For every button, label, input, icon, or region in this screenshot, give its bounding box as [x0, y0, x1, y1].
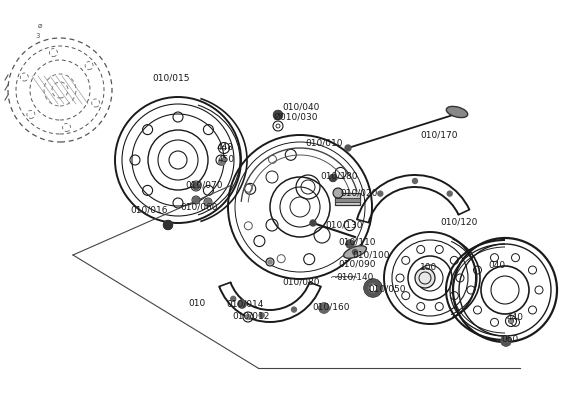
Circle shape	[509, 320, 512, 322]
Circle shape	[375, 280, 379, 284]
Circle shape	[291, 307, 297, 312]
Circle shape	[364, 286, 368, 290]
Circle shape	[259, 313, 264, 318]
Circle shape	[164, 220, 173, 230]
Text: 010/090: 010/090	[338, 260, 375, 268]
Text: 010/110: 010/110	[338, 238, 375, 246]
Circle shape	[268, 260, 272, 264]
Bar	[335, 198, 360, 202]
Text: 010/015: 010/015	[152, 74, 190, 82]
Circle shape	[501, 336, 511, 346]
Text: 040: 040	[488, 260, 505, 270]
Text: 010/010: 010/010	[305, 138, 342, 148]
Text: 010/060: 010/060	[180, 202, 217, 212]
Text: 010/070: 010/070	[185, 180, 222, 190]
Circle shape	[413, 178, 418, 184]
Text: 010/100: 010/100	[352, 250, 389, 260]
Text: 450: 450	[218, 156, 235, 164]
Circle shape	[193, 197, 199, 203]
Circle shape	[375, 292, 379, 296]
Text: 010/160: 010/160	[312, 302, 349, 312]
Text: 010/140: 010/140	[336, 272, 374, 282]
Ellipse shape	[344, 246, 366, 258]
Text: Ø010/030: Ø010/030	[274, 112, 319, 122]
Circle shape	[365, 282, 369, 286]
Circle shape	[310, 220, 316, 226]
Text: 010/120: 010/120	[440, 218, 477, 226]
Ellipse shape	[447, 106, 468, 118]
Circle shape	[447, 191, 452, 196]
Text: 010/080: 010/080	[282, 278, 319, 286]
Circle shape	[378, 191, 383, 196]
Text: 010/180: 010/180	[320, 172, 358, 180]
Circle shape	[377, 290, 381, 294]
Circle shape	[367, 292, 371, 296]
Circle shape	[231, 296, 235, 301]
Circle shape	[192, 182, 199, 190]
Circle shape	[367, 280, 371, 284]
Circle shape	[371, 279, 375, 283]
Circle shape	[329, 174, 337, 182]
Circle shape	[219, 159, 225, 165]
Text: 010/014: 010/014	[226, 300, 263, 308]
Circle shape	[377, 282, 381, 286]
Text: 3: 3	[36, 33, 40, 39]
Circle shape	[266, 258, 274, 266]
Circle shape	[333, 188, 343, 198]
Circle shape	[365, 290, 369, 294]
Text: 448: 448	[217, 144, 234, 152]
Text: 010/170: 010/170	[420, 130, 457, 140]
Text: 010/050: 010/050	[368, 284, 405, 294]
Text: 010: 010	[188, 298, 205, 308]
Circle shape	[415, 268, 435, 288]
Bar	[335, 193, 360, 205]
Text: 010/020: 010/020	[340, 188, 378, 198]
Text: 010/130: 010/130	[325, 220, 362, 230]
Circle shape	[371, 293, 375, 297]
Circle shape	[378, 286, 382, 290]
Text: 440: 440	[507, 314, 524, 322]
Circle shape	[205, 199, 211, 205]
Text: ⌀: ⌀	[38, 21, 42, 30]
Text: 010/012: 010/012	[232, 312, 269, 320]
Text: 100: 100	[420, 264, 438, 272]
Circle shape	[273, 110, 282, 120]
Circle shape	[319, 303, 329, 313]
Text: 010/040: 010/040	[282, 102, 319, 112]
Circle shape	[346, 240, 354, 248]
Circle shape	[353, 250, 358, 254]
Text: 010/016: 010/016	[130, 206, 168, 214]
Circle shape	[238, 300, 246, 308]
Circle shape	[246, 314, 251, 320]
Text: 060: 060	[501, 336, 518, 344]
Circle shape	[345, 145, 351, 151]
